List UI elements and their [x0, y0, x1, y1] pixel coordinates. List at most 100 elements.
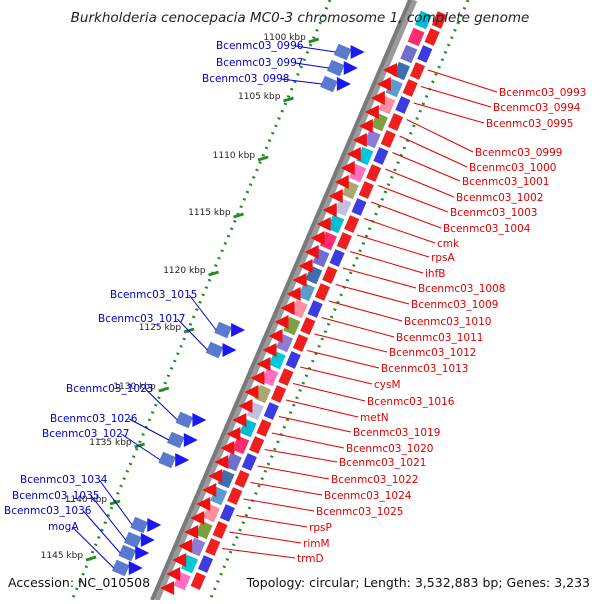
composition-strip — [363, 129, 381, 149]
reverse-gene-arrow — [160, 581, 175, 595]
composition-strip — [261, 367, 279, 387]
reverse-leader-line — [243, 498, 315, 512]
composition-strip — [290, 299, 308, 319]
reverse-leader-line — [349, 251, 424, 274]
reverse-gene-label: Bcenmc03_1012 — [389, 347, 476, 359]
composition-strip — [297, 282, 315, 302]
forward-gene-block — [166, 431, 185, 449]
gene-density-strip — [314, 283, 330, 301]
composition-strip — [414, 10, 432, 30]
reverse-gene-arrow — [256, 357, 271, 371]
gene-density-strip — [219, 504, 235, 522]
forward-gene-block — [333, 43, 352, 61]
composition-strip — [407, 27, 425, 47]
composition-strip — [268, 350, 286, 370]
composition-strip — [371, 112, 389, 132]
backbone-line — [150, 0, 412, 601]
reverse-gene-label: Bcenmc03_1009 — [411, 299, 498, 311]
reverse-leader-line — [292, 383, 366, 402]
reverse-leader-line — [420, 86, 492, 108]
reverse-gene-arrow — [364, 105, 379, 119]
reverse-gene-arrow — [268, 329, 283, 343]
reverse-gene-label: Bcenmc03_1008 — [418, 283, 505, 295]
composition-strip — [327, 214, 345, 234]
gene-density-strip — [366, 164, 382, 182]
tick-mark — [282, 96, 294, 103]
forward-gene-label: Bcenmc03_0996 — [216, 40, 304, 52]
reverse-gene-arrow — [304, 245, 319, 259]
forward-gene-arrow — [183, 433, 198, 447]
reverse-gene-arrow — [232, 413, 247, 427]
forward-leader-line — [295, 62, 329, 69]
gene-density-strip — [417, 45, 433, 63]
reverse-leader-line — [328, 300, 403, 322]
forward-gene-arrow — [147, 518, 162, 532]
tick-mark — [257, 155, 269, 162]
tick-label: 1100 kbp — [263, 33, 306, 43]
reverse-leader-line — [378, 185, 449, 213]
tick-label: 1140 kbp — [65, 495, 108, 505]
reverse-gene-label: Bcenmc03_0994 — [493, 102, 581, 114]
gene-density-strip — [205, 538, 221, 556]
gene-density-strip — [373, 147, 389, 165]
gene-density-strip — [336, 232, 352, 250]
gene-density-strip — [351, 198, 367, 216]
gene-density-strip — [212, 521, 228, 539]
tick-mark — [85, 555, 97, 562]
forward-gene-label: Bcenmc03_1027 — [42, 428, 129, 440]
composition-strip — [334, 197, 352, 217]
reverse-gene-label: Bcenmc03_1004 — [443, 223, 531, 235]
tick-label: 1125 kbp — [139, 323, 182, 333]
reverse-leader-line — [427, 69, 498, 93]
tick-label: 1120 kbp — [163, 266, 206, 276]
reverse-leader-line — [236, 515, 308, 528]
forward-gene-arrow — [192, 413, 207, 427]
reverse-leader-line — [278, 416, 352, 433]
forward-gene-arrow — [336, 77, 351, 91]
reverse-gene-arrow — [250, 371, 265, 385]
gene-density-strip — [424, 28, 440, 46]
reverse-gene-arrow — [310, 231, 325, 245]
reverse-gene-arrow — [298, 259, 313, 273]
tick-mark — [158, 386, 170, 393]
reverse-gene-arrow — [238, 399, 253, 413]
forward-gene-arrow — [128, 561, 143, 575]
gene-density-strip — [234, 470, 250, 488]
gene-density-strip — [263, 402, 279, 420]
composition-strip — [232, 435, 250, 455]
reverse-gene-label: rpsP — [309, 522, 332, 534]
forward-leader-line — [121, 433, 161, 461]
reverse-gene-arrow — [244, 385, 259, 399]
forward-gene-label: Bcenmc03_0998 — [202, 73, 289, 85]
reverse-leader-line — [363, 218, 436, 244]
reverse-leader-line — [285, 399, 359, 418]
forward-gene-block — [205, 341, 224, 359]
forward-gene-label: Bcenmc03_0997 — [216, 57, 303, 69]
gene-density-strip — [292, 334, 309, 352]
forward-gene-arrow — [231, 323, 246, 337]
forward-gene-block — [158, 451, 177, 469]
reverse-gene-arrow — [220, 441, 235, 455]
forward-gene-block — [175, 411, 194, 429]
reverse-gene-label: rpsA — [431, 252, 455, 264]
reverse-gene-arrow — [358, 119, 373, 133]
tick-mark — [308, 37, 320, 44]
reverse-gene-label: Bcenmc03_1016 — [367, 396, 455, 408]
gene-density-strip — [358, 181, 374, 199]
gene-density-strip — [387, 113, 404, 131]
forward-gene-label: Bcenmc03_1015 — [110, 289, 197, 301]
map-title: Burkholderia cenocepacia MC0-3 chromosom… — [70, 10, 530, 26]
tick-mark — [233, 212, 244, 219]
gene-density-strip — [329, 249, 345, 267]
reverse-leader-line — [406, 119, 474, 153]
gene-density-strip — [344, 215, 360, 233]
gene-density-strip — [271, 385, 287, 403]
tick-label: 1110 kbp — [213, 151, 256, 161]
composition-strip — [392, 61, 410, 81]
tick-label: 1135 kbp — [89, 438, 132, 448]
forward-gene-label: Bcenmc03_1026 — [50, 413, 138, 425]
forward-leader-line — [90, 495, 127, 541]
reverse-gene-arrow — [280, 301, 295, 315]
forward-gene-block — [320, 75, 338, 93]
composition-strip — [195, 520, 213, 540]
